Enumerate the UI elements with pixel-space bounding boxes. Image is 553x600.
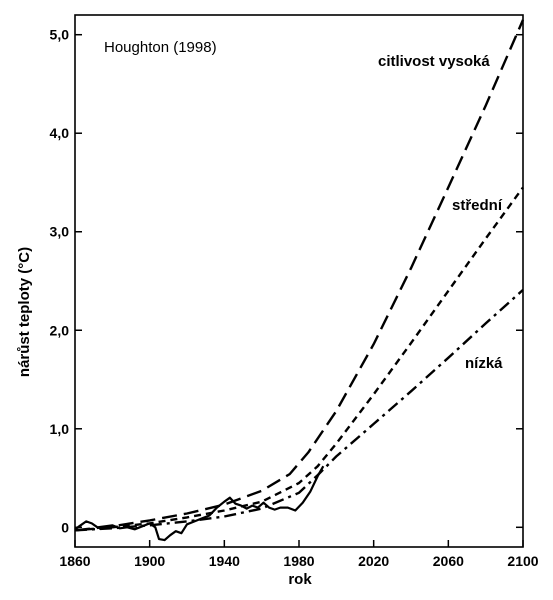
x-axis: 1860 1900 1940 1980 2020 2060 2100 [59,540,539,569]
x-tick-label: 2020 [358,553,389,569]
x-tick-label: 1980 [283,553,314,569]
y-axis: 0 1,0 2,0 3,0 4,0 5,0 [50,27,523,535]
series-line-observed [74,465,325,542]
y-tick-label: 2,0 [50,322,70,338]
series-line-medium [74,186,524,532]
y-tick-label: 4,0 [50,125,70,141]
x-tick-label: 2060 [433,553,464,569]
series-layer [74,19,525,542]
y-tick-label: 0 [61,519,69,535]
x-tick-label: 1900 [134,553,165,569]
series-label-low: nízká [465,355,503,372]
series-label-medium: střední [452,197,503,214]
y-tick-label: 3,0 [50,224,70,240]
x-tick-label: 1940 [209,553,240,569]
series-label-high: citlivost vysoká [378,53,490,70]
x-tick-label: 2100 [507,553,538,569]
x-axis-label: rok [288,571,312,588]
chart-annotation: Houghton (1998) [104,39,217,56]
series-line-low [74,289,524,532]
x-tick-label: 1860 [59,553,90,569]
y-tick-label: 1,0 [50,421,70,437]
y-axis-label: nárůst teploty (°C) [16,247,33,377]
series-line-high [74,19,525,532]
y-tick-label: 5,0 [50,27,70,43]
plot-frame [74,14,524,548]
